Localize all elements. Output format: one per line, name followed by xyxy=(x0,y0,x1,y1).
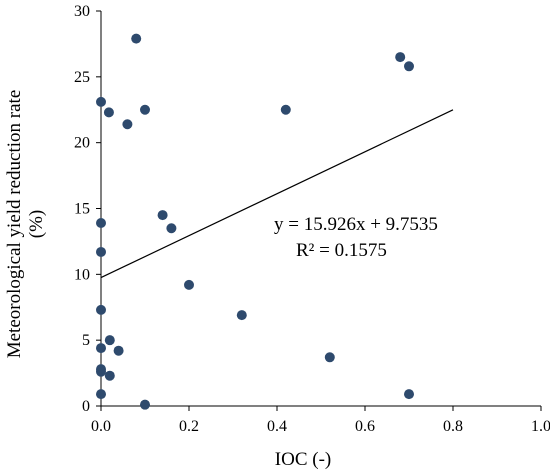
x-tick-label: 1.0 xyxy=(531,418,550,435)
trendline xyxy=(100,109,454,279)
data-point xyxy=(404,389,414,400)
data-point xyxy=(395,52,406,63)
y-axis-title-line-2: (%) xyxy=(26,210,47,238)
x-tick-labels: 0.0 0.2 0.4 0.6 0.8 1.0 xyxy=(91,418,550,435)
data-point xyxy=(104,335,115,346)
data-point xyxy=(166,223,177,234)
x-tick-label: 0.6 xyxy=(355,418,375,435)
data-point xyxy=(280,104,291,115)
data-point xyxy=(236,310,247,321)
data-point xyxy=(184,279,194,290)
y-tick-label: 0 xyxy=(82,398,90,415)
data-point xyxy=(404,61,414,72)
data-point xyxy=(103,107,114,118)
data-point xyxy=(96,217,106,228)
data-point xyxy=(140,104,150,115)
data-point xyxy=(96,246,106,257)
data-points xyxy=(96,33,414,410)
data-point xyxy=(113,345,124,356)
data-point xyxy=(122,119,133,130)
x-tick-label: 0.2 xyxy=(179,418,199,435)
data-point xyxy=(131,33,142,44)
x-axis-title: IOC (-) xyxy=(275,449,331,470)
data-point xyxy=(324,352,335,363)
y-tick-label: 5 xyxy=(82,332,90,349)
data-point xyxy=(140,399,150,410)
data-point xyxy=(96,366,106,377)
x-tick-label: 0.4 xyxy=(267,418,287,435)
data-point xyxy=(96,96,106,107)
y-tick-label: 10 xyxy=(74,266,90,283)
x-tick-label: 0.0 xyxy=(91,418,111,435)
x-tick-label: 0.8 xyxy=(443,418,463,435)
y-axis-title: Meteorological yield reduction rate (%) xyxy=(4,90,47,359)
y-tick-label: 15 xyxy=(74,201,90,218)
data-point xyxy=(96,343,106,354)
y-axis-title-line-1: Meteorological yield reduction rate xyxy=(4,90,25,359)
y-tick-label: 30 xyxy=(74,3,90,20)
chart-axes xyxy=(96,10,542,411)
data-point xyxy=(157,210,168,221)
data-point xyxy=(104,370,115,381)
r-squared-label: R² = 0.1575 xyxy=(296,240,387,261)
data-point xyxy=(96,389,106,400)
y-tick-labels: 0 5 10 15 20 25 30 xyxy=(74,3,90,415)
data-point xyxy=(96,304,106,315)
y-tick-label: 25 xyxy=(74,69,90,86)
trendline-equation: y = 15.926x + 9.7535 xyxy=(274,214,438,235)
y-tick-label: 20 xyxy=(74,135,90,152)
